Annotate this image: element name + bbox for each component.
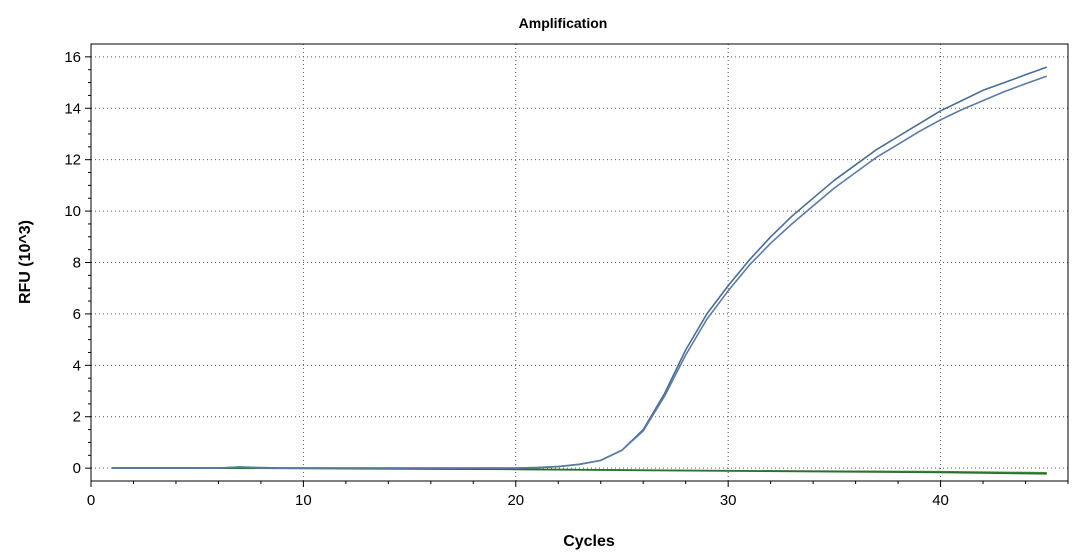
series-line — [112, 75, 1048, 469]
y-tick-label: 2 — [73, 409, 81, 426]
y-tick-label: 0 — [73, 460, 81, 477]
y-axis-label: RFU (10^3) — [17, 220, 34, 304]
x-axis-label: Cycles — [563, 533, 615, 550]
x-tick-label: 40 — [932, 492, 949, 509]
chart-title: Amplification — [519, 15, 608, 31]
x-tick-label: 20 — [507, 492, 524, 509]
x-tick-label: 30 — [720, 492, 737, 509]
y-tick-label: 4 — [73, 357, 81, 374]
y-tick-label: 14 — [64, 100, 81, 117]
y-tick-label: 16 — [64, 49, 81, 66]
y-tick-label: 12 — [64, 152, 81, 169]
x-tick-label: 0 — [87, 492, 95, 509]
y-tick-label: 10 — [64, 203, 81, 220]
axis-layer: 0 2 4 6 8 10 12 14 16 0 10 20 30 40 — [64, 43, 1069, 509]
y-tick-label: 8 — [73, 255, 81, 272]
x-tick-label: 10 — [295, 492, 312, 509]
grid-layer — [91, 44, 1068, 481]
y-tick-label: 6 — [73, 306, 81, 323]
series-layer — [112, 66, 1048, 475]
series-line — [112, 66, 1048, 469]
